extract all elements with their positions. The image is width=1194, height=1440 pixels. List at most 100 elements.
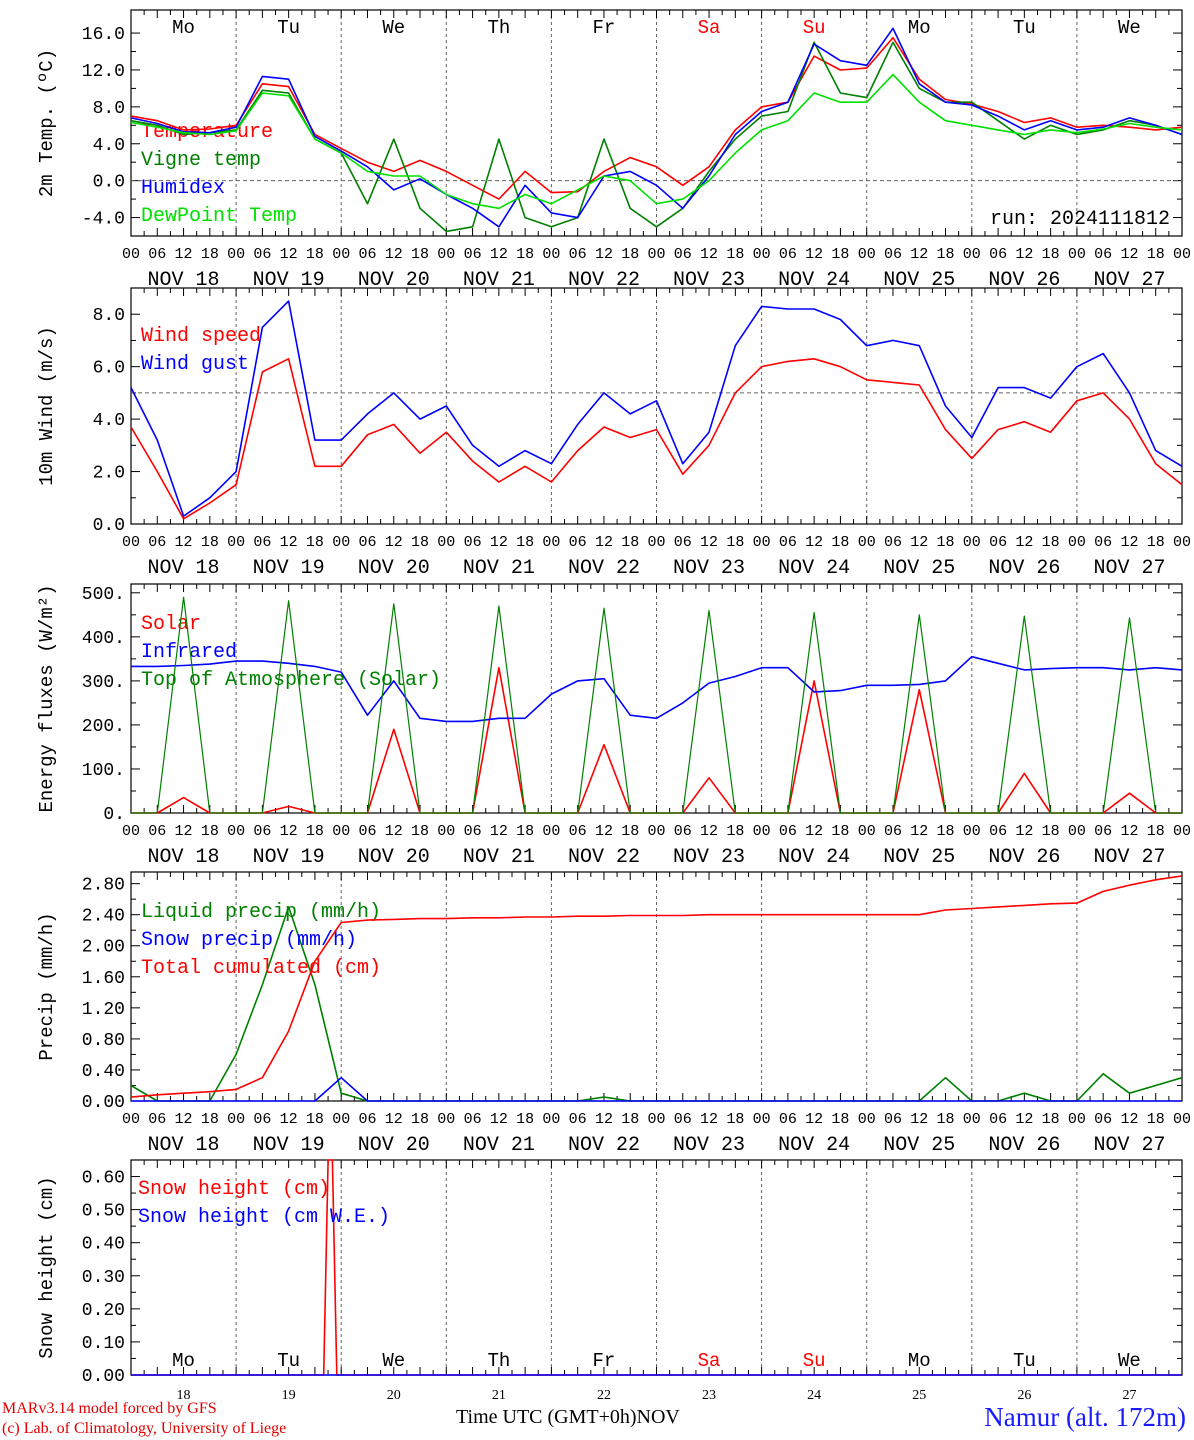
day-number-label: 25 (912, 1388, 926, 1403)
date-label: NOV 23 (673, 1134, 745, 1157)
hour-label: 12 (280, 823, 298, 840)
hour-label: 18 (726, 246, 744, 263)
date-label: NOV 26 (988, 1134, 1060, 1157)
series-line-2 (131, 1076, 1182, 1102)
hour-label: 06 (148, 1111, 166, 1128)
hour-label: 00 (122, 246, 140, 263)
y-tick-label: -4.0 (82, 210, 125, 230)
panel-2: 0.0 2.0 4.0 6.0 8.0 10m Wind (m/s) Wind speed W… (36, 287, 1191, 580)
hour-label: 00 (858, 534, 876, 551)
hour-label: 12 (490, 1111, 508, 1128)
hour-label: 12 (805, 534, 823, 551)
hour-label: 00 (332, 246, 350, 263)
y-tick-label: 0.0 (93, 173, 125, 193)
weekday-label: Sa (698, 1350, 721, 1372)
hour-label: 12 (700, 534, 718, 551)
date-label: NOV 18 (148, 269, 220, 292)
y-tick-label: 0.00 (82, 1093, 125, 1113)
y-tick-label: 2.80 (82, 876, 125, 896)
hour-label: 18 (621, 1111, 639, 1128)
date-label: NOV 27 (1093, 269, 1165, 292)
y-axis-label: Energy fluxes (W/m²) (36, 584, 58, 812)
date-label: NOV 24 (778, 269, 850, 292)
hour-label: 12 (1120, 534, 1138, 551)
y-axis-label: Precip (mm/h) (36, 912, 58, 1060)
hour-label: 00 (647, 1111, 665, 1128)
hour-label: 18 (1147, 246, 1165, 263)
hour-label: 00 (963, 246, 981, 263)
hour-label: 12 (280, 246, 298, 263)
hour-label: 12 (700, 823, 718, 840)
date-label: NOV 25 (883, 1134, 955, 1157)
date-label: NOV 24 (778, 557, 850, 580)
hour-label: 06 (989, 1111, 1007, 1128)
y-tick-label: 100. (82, 761, 125, 781)
weekday-label: Su (803, 17, 826, 39)
hour-label: 18 (306, 1111, 324, 1128)
date-label: NOV 19 (253, 1134, 325, 1157)
y-axis-label: 2m Temp. (ºC) (36, 49, 58, 197)
hour-label: 00 (227, 823, 245, 840)
legend-entry: DewPoint Temp (141, 205, 297, 228)
hour-label: 00 (122, 823, 140, 840)
y-tick-label: 300. (82, 673, 125, 693)
hour-label: 06 (884, 1111, 902, 1128)
hour-label: 00 (227, 246, 245, 263)
hour-label: 18 (516, 534, 534, 551)
hour-label: 06 (569, 534, 587, 551)
hour-label: 00 (122, 1111, 140, 1128)
day-number-label: 24 (807, 1388, 821, 1403)
hour-label: 00 (753, 246, 771, 263)
legend-entry: Snow precip (mm/h) (141, 929, 357, 952)
hour-label: 12 (385, 1111, 403, 1128)
date-label: NOV 26 (988, 846, 1060, 869)
y-tick-label: 0.40 (82, 1235, 125, 1255)
hour-label: 06 (358, 246, 376, 263)
y-tick-label: 0.80 (82, 1031, 125, 1051)
hour-label: 18 (831, 823, 849, 840)
panel-5: 0.00 0.10 0.20 0.30 0.40 0.50 0.60 Snow height … (36, 1159, 1183, 1403)
weekday-label: Su (803, 1350, 826, 1372)
hour-label: 00 (332, 534, 350, 551)
hour-label: 12 (805, 246, 823, 263)
hour-label: 18 (831, 1111, 849, 1128)
day-number-label: 27 (1122, 1388, 1136, 1403)
day-number-label: 26 (1017, 1388, 1031, 1403)
hour-label: 06 (569, 246, 587, 263)
hour-label: 00 (963, 823, 981, 840)
hour-label: 12 (595, 246, 613, 263)
hour-label: 06 (464, 246, 482, 263)
hour-label: 00 (858, 823, 876, 840)
weekday-label: We (382, 17, 405, 39)
hour-label: 06 (358, 823, 376, 840)
y-tick-label: 0.10 (82, 1334, 125, 1354)
hour-label: 12 (1015, 534, 1033, 551)
hour-label: 06 (989, 246, 1007, 263)
run-label: run: 2024111812 (990, 208, 1170, 231)
date-label: NOV 19 (253, 846, 325, 869)
hour-label: 06 (779, 246, 797, 263)
day-number-label: 20 (387, 1388, 401, 1403)
y-tick-label: 4.0 (93, 411, 125, 431)
hour-label: 18 (937, 246, 955, 263)
hour-label: 18 (306, 534, 324, 551)
hour-label: 06 (674, 823, 692, 840)
y-tick-label: 2.0 (93, 464, 125, 484)
hour-label: 18 (621, 246, 639, 263)
hour-label: 06 (884, 823, 902, 840)
hour-label: 18 (306, 246, 324, 263)
weekday-label: Mo (172, 1350, 195, 1372)
y-tick-label: 0.20 (82, 1301, 125, 1321)
hour-label: 06 (569, 1111, 587, 1128)
hour-label: 00 (1173, 534, 1191, 551)
hour-label: 06 (779, 823, 797, 840)
hour-label: 06 (884, 246, 902, 263)
legend-entry: Infrared (141, 641, 237, 664)
date-label: NOV 23 (673, 846, 745, 869)
series-line-3 (131, 596, 1182, 814)
day-number-label: 21 (492, 1388, 506, 1403)
y-tick-label: 0.50 (82, 1202, 125, 1222)
hour-label: 12 (595, 823, 613, 840)
y-tick-label: 0.00 (82, 1367, 125, 1387)
y-tick-label: 0.0 (93, 516, 125, 536)
